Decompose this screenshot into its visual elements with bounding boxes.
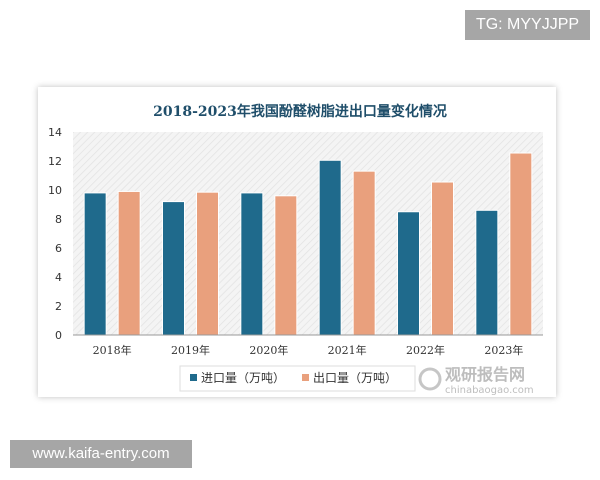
logo-cn-text: 观研报告网 — [445, 365, 525, 384]
x-tick-label: 2020年 — [249, 343, 288, 357]
legend-label-export: 出口量（万吨） — [313, 371, 397, 385]
legend — [179, 365, 416, 392]
y-tick-label: 4 — [55, 271, 62, 284]
y-tick-label: 6 — [55, 242, 62, 255]
y-tick-label: 8 — [55, 213, 62, 226]
bar-import-2020 — [240, 192, 264, 336]
chinabaogao-logo: 观研报告网 chinabaogao.com — [418, 365, 534, 396]
bar-export-2022 — [431, 181, 454, 336]
bar-import-2021 — [318, 159, 342, 336]
bar-export-2019 — [196, 191, 219, 336]
bar-export-2021 — [352, 170, 376, 336]
x-tick-label: 2022年 — [406, 343, 445, 357]
legend-label-import: 进口量（万吨） — [201, 371, 285, 385]
legend-swatch-export — [302, 374, 309, 381]
bar-import-2023 — [475, 209, 499, 336]
y-tick-label: 2 — [55, 300, 62, 313]
bar-export-2020 — [274, 195, 298, 336]
watermark-top: TG: MYYJJPP — [465, 10, 590, 40]
y-tick-label: 14 — [48, 126, 62, 139]
bar-import-2019 — [162, 201, 185, 336]
y-tick-label: 10 — [48, 184, 62, 197]
bar-export-2023 — [509, 152, 533, 336]
y-tick-label: 0 — [55, 329, 62, 342]
logo-en-text: chinabaogao.com — [445, 385, 534, 396]
y-tick-label: 12 — [48, 155, 62, 168]
chart-title: 2018-2023年我国酚醛树脂进出口量变化情况 — [153, 103, 447, 120]
watermark-bottom: www.kaifa-entry.com — [10, 440, 192, 468]
x-tick-label: 2019年 — [171, 343, 210, 357]
plot-area — [73, 132, 543, 335]
bar-import-2022 — [397, 211, 420, 336]
bar-export-2018 — [117, 190, 141, 336]
x-tick-label: 2023年 — [484, 343, 523, 357]
x-tick-label: 2018年 — [93, 343, 132, 357]
x-tick-label: 2021年 — [328, 343, 367, 357]
bar-import-2018 — [83, 192, 107, 336]
legend-swatch-import — [190, 374, 197, 381]
